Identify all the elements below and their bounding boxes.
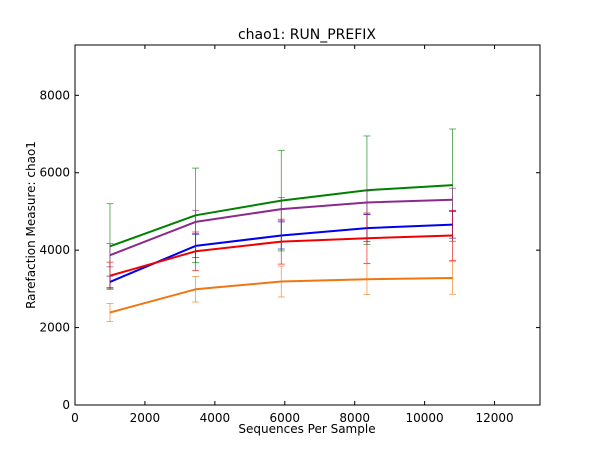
series-3: [106, 209, 457, 290]
x-tick-label: 8000: [339, 411, 370, 425]
y-tick-label: 6000: [39, 166, 70, 180]
y-tick-label: 0: [62, 398, 70, 412]
plot-area: [106, 128, 457, 322]
x-tick-label: 0: [71, 411, 79, 425]
x-tick-label: 6000: [270, 411, 301, 425]
series-line: [109, 198, 453, 257]
chart-title: chao1: RUN_PREFIX: [238, 27, 376, 43]
y-tick-label: 8000: [39, 88, 70, 102]
x-axis-title: Sequences Per Sample: [238, 422, 375, 436]
series-4: [106, 261, 457, 322]
series-line: [109, 277, 453, 314]
y-axis-title: Rarefaction Measure: chao1: [24, 141, 38, 309]
plot-frame: [74, 44, 541, 406]
x-tick-label: 2000: [130, 411, 161, 425]
y-tick-label: 2000: [39, 321, 70, 335]
x-tick-label: 4000: [200, 411, 231, 425]
axes: 0 2000 4000 6000 8000 10000 12000 0 2000 4000 6000…: [39, 45, 540, 425]
series-line: [109, 234, 453, 277]
y-tick-label: 4000: [39, 243, 70, 257]
x-tick-label: 10000: [406, 411, 444, 425]
x-tick-label: 12000: [475, 411, 513, 425]
